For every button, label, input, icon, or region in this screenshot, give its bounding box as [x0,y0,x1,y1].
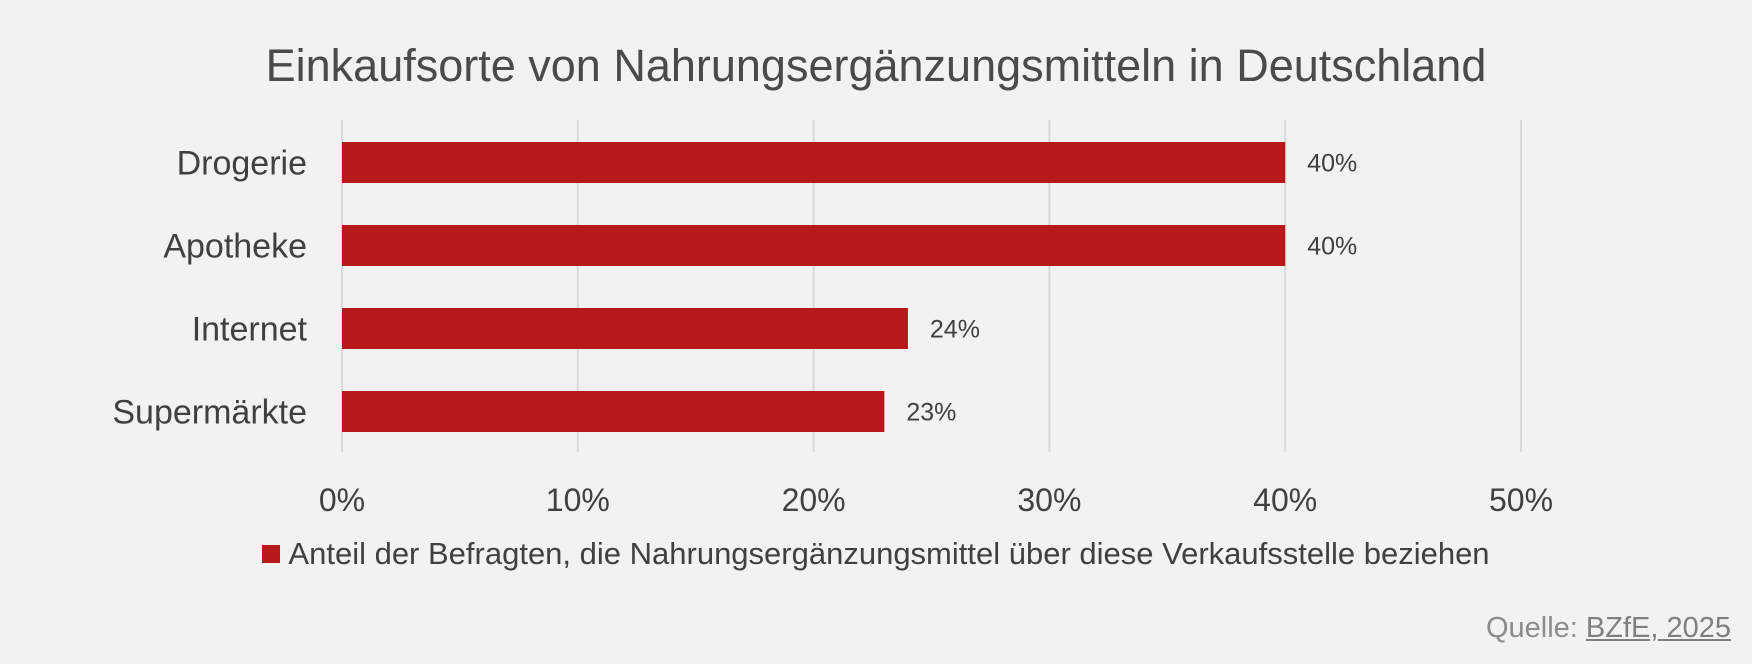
legend-swatch [262,545,281,563]
x-tick-label: 50% [1489,482,1553,518]
chart-title: Einkaufsorte von Nahrungsergänzungsmitte… [265,40,1487,91]
bar [342,225,1286,266]
data-label: 24% [930,316,980,344]
category-label: Supermärkte [112,394,307,432]
legend-label: Anteil der Befragten, die Nahrungsergänz… [288,536,1490,571]
bar [342,308,908,349]
x-tick-label: 10% [546,482,610,518]
legend: Anteil der Befragten, die Nahrungsergänz… [0,536,1752,572]
bar [342,142,1286,183]
data-label: 40% [1307,150,1357,178]
category-label: Internet [192,311,308,349]
source-note: Quelle: BZfE, 2025 [1486,612,1731,645]
data-label: 40% [1307,233,1357,261]
data-label: 23% [906,399,956,427]
x-tick-label: 30% [1017,482,1081,518]
bar [342,391,885,432]
x-tick-label: 0% [319,482,365,518]
source-prefix: Quelle: [1485,612,1586,644]
category-label: Drogerie [177,145,307,183]
x-tick-label: 20% [782,482,846,518]
source-link[interactable]: BZfE, 2025 [1585,612,1731,644]
category-label: Apotheke [163,228,307,266]
x-tick-label: 40% [1253,482,1317,518]
